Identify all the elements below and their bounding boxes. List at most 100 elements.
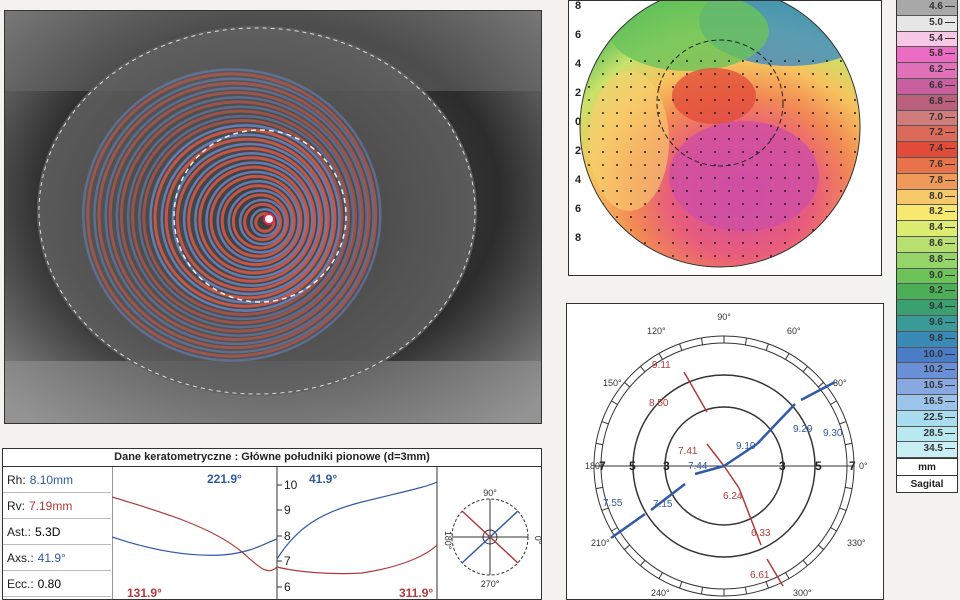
y-tick-label: 6 — [284, 580, 291, 594]
polar-angle-label: 150° — [603, 378, 622, 388]
placido-rings — [82, 68, 382, 362]
topo-y-tick: 0 — [575, 116, 581, 128]
eye-placido-image — [5, 11, 541, 423]
legend-values: 4.6 5.0 5.4 5.8 6.2 6.6 6.8 7.0 7.2 7.4 7.6 7.8 8.0 8… — [897, 0, 957, 459]
ecc-row: Ecc.: 0.80 — [3, 571, 111, 597]
mini-top-label: 90° — [483, 488, 497, 498]
polar-value: 6.24 — [723, 491, 743, 502]
meridian-polar-panel: 7 5 3 3 5 7 120° 60° 150° 30° 180° 0° 210° 330° 240° 3… — [566, 303, 884, 600]
legend-row: 9.8 — [897, 331, 957, 348]
ast-value: 5.3D — [35, 525, 61, 539]
legend-row: 7.4 — [897, 142, 957, 158]
rv-value: 7.19mm — [29, 499, 73, 513]
rv-row: Rv: 7.19mm — [3, 493, 111, 519]
polar-value: 7.41 — [678, 446, 698, 457]
polar-axis-label: 5 — [815, 459, 822, 473]
legend-row: 5.8 — [897, 47, 957, 64]
polar-value: 7.15 — [653, 499, 673, 510]
polar-angle-label: 60° — [787, 326, 801, 336]
legend-row: 7.2 — [897, 126, 957, 143]
right-axis-top-label: 41.9° — [309, 472, 337, 486]
polar-axis-label: 5 — [629, 459, 636, 473]
polar-value: 9.11 — [652, 360, 671, 371]
polar-angle-label: 180° — [585, 461, 604, 471]
rh-label: Rh: — [7, 473, 26, 487]
topo-y-tick: 8 — [575, 232, 581, 244]
polar-value: 7.55 — [603, 498, 623, 509]
legend-mode: Sagital — [897, 475, 957, 493]
legend-row: 8.2 — [897, 205, 957, 222]
legend-row: 8.0 — [897, 189, 957, 206]
color-scale-legend: 4.6 5.0 5.4 5.8 6.2 6.6 6.8 7.0 7.2 7.4 7.6 7.8 8.0 8… — [896, 0, 958, 600]
eye-image-panel — [4, 10, 542, 424]
polar-value: 9.29 — [793, 424, 813, 435]
y-tick-label: 10 — [284, 478, 298, 492]
polar-axis-label: 3 — [779, 459, 786, 473]
polar-value: 8.50 — [649, 398, 669, 409]
polar-axis-label: 7 — [849, 459, 856, 473]
legend-row: 22.5 — [897, 410, 957, 427]
left-axis-bottom-label: 131.9° — [127, 586, 162, 600]
legend-row: 34.5 — [897, 442, 957, 459]
axs-label: Axs.: — [7, 551, 34, 565]
mini-right-label: 0° — [533, 536, 542, 545]
ast-row: Ast.: 5.3D — [3, 519, 111, 545]
legend-row: 10.5 — [897, 379, 957, 395]
axs-row: Axs.: 41.9° — [3, 545, 111, 571]
polar-value: 9.10 — [736, 441, 756, 452]
right-axis-bottom-label: 311.9° — [399, 586, 433, 600]
polar-angle-label: 240° — [651, 588, 670, 598]
legend-row: 7.6 — [897, 157, 957, 174]
keratometry-title: Dane keratometryczne : Główne południki … — [3, 449, 541, 467]
legend-row: 8.6 — [897, 236, 957, 253]
polar-value: 7.44 — [688, 461, 708, 472]
topo-y-tick: 6 — [575, 29, 581, 41]
legend-row: 9.2 — [897, 284, 957, 301]
topo-y-tick: 8 — [575, 1, 581, 12]
legend-row: 7.8 — [897, 173, 957, 190]
polar-angle-label: 30° — [833, 378, 847, 388]
legend-row: 9.6 — [897, 315, 957, 332]
legend-row: 5.0 — [897, 15, 957, 32]
mini-bottom-label: 270° — [481, 579, 500, 589]
legend-row: 10.0 — [897, 347, 957, 364]
ecc-value: 0.80 — [37, 577, 62, 591]
legend-row: 28.5 — [897, 426, 957, 443]
y-tick-label: 9 — [284, 503, 291, 517]
meridian-polar-map: 7 5 3 3 5 7 120° 60° 150° 30° 180° 0° 210° 330° 240° 3… — [585, 312, 868, 598]
legend-row: 8.8 — [897, 252, 957, 269]
polar-value: 6.61 — [750, 570, 770, 581]
topo-y-tick: 2 — [575, 145, 581, 157]
polar-value: 6.33 — [751, 528, 771, 539]
rh-value: 8.10mm — [29, 473, 74, 487]
polar-angle-label: 330° — [847, 538, 866, 548]
polar-angle-label: 120° — [647, 326, 666, 336]
axs-value: 41.9° — [37, 551, 66, 565]
legend-row: 5.4 — [897, 31, 957, 48]
keratometry-panel: Dane keratometryczne : Główne południki … — [2, 448, 542, 600]
legend-row: 10.2 — [897, 363, 957, 380]
polar-axis-label: 7 — [599, 459, 606, 473]
legend-row: 9.0 — [897, 268, 957, 285]
legend-row: 6.6 — [897, 78, 957, 95]
polar-angle-label: 210° — [591, 538, 610, 548]
rh-row: Rh: 8.10mm — [3, 467, 111, 493]
polar-angle-label: 300° — [793, 588, 812, 598]
keratometry-chart: 221.9° 131.9° 41.9° 311.9° 10 9 8 7 6 90… — [112, 467, 542, 600]
topo-y-tick: 4 — [575, 58, 582, 70]
topo-y-tick: 6 — [575, 203, 581, 215]
legend-row: 6.2 — [897, 63, 957, 79]
left-axis-top-label: 221.9° — [207, 472, 242, 486]
mini-left-label: 180° — [443, 531, 453, 550]
keratometry-values: Rh: 8.10mm Rv: 7.19mm Ast.: 5.3D Axs.: 41.9°… — [3, 467, 111, 597]
y-tick-label: 7 — [284, 554, 291, 568]
legend-row: 16.5 — [897, 394, 957, 411]
legend-row: 9.4 — [897, 300, 957, 316]
y-tick-label: 8 — [284, 529, 291, 543]
legend-unit: mm — [897, 458, 957, 476]
rv-label: Rv: — [7, 499, 25, 513]
legend-row: 6.8 — [897, 94, 957, 111]
polar-axis-label: 3 — [663, 459, 670, 473]
